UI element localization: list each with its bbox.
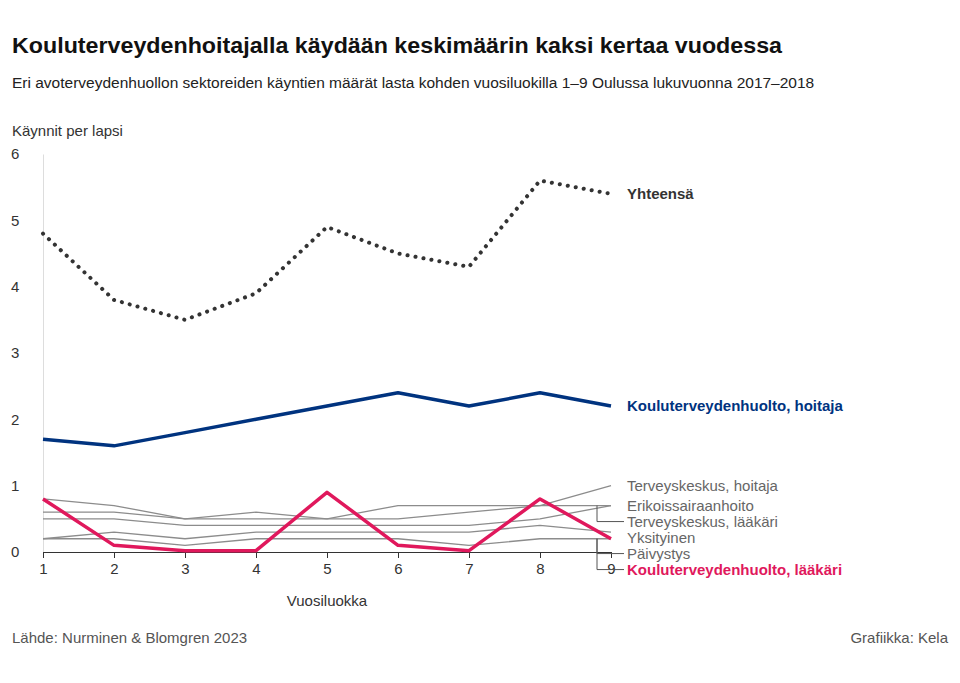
leader-line xyxy=(597,539,624,570)
series-line xyxy=(43,492,611,550)
series-labels: Yhteensä Kouluterveydenhuolto, hoitaja Ter… xyxy=(597,185,844,578)
series-line xyxy=(43,181,611,320)
x-tick-label: 1 xyxy=(39,560,47,577)
x-tick-label: 7 xyxy=(465,560,473,577)
x-tick-mark xyxy=(114,552,115,558)
y-tick-label: 4 xyxy=(11,278,19,295)
x-tick-label: 3 xyxy=(181,560,189,577)
x-tick-mark xyxy=(185,552,186,558)
series-label: Kouluterveydenhuolto, lääkäri xyxy=(627,561,842,578)
x-tick: 5 xyxy=(323,552,331,577)
credit: Grafiikka: Kela xyxy=(850,629,948,646)
series-label: Terveyskeskus, lääkäri xyxy=(627,513,778,530)
chart: Kouluterveydenhoitajalla käydään keskimä… xyxy=(0,0,960,683)
x-tick-mark xyxy=(611,552,612,558)
x-tick-label: 2 xyxy=(110,560,118,577)
x-tick-mark xyxy=(256,552,257,558)
x-tick-mark xyxy=(43,552,44,558)
subtitle: Eri avoterveydenhuollon sektoreiden käyn… xyxy=(12,74,814,91)
y-tick: 4 xyxy=(11,278,23,295)
series-line xyxy=(43,393,611,446)
y-axis-line xyxy=(43,155,44,553)
y-tick: 1 xyxy=(11,477,23,494)
x-tick: 8 xyxy=(536,552,544,577)
series-label: Kouluterveydenhuolto, hoitaja xyxy=(627,397,844,414)
x-tick: 4 xyxy=(252,552,260,577)
x-tick: 3 xyxy=(181,552,189,577)
y-axis-title: Käynnit per lapsi xyxy=(12,122,123,139)
y-axis: 0 1 2 3 4 5 6 xyxy=(11,145,44,560)
source: Lähde: Nurminen & Blomgren 2023 xyxy=(12,629,247,646)
x-tick: 6 xyxy=(394,552,402,577)
y-tick: 3 xyxy=(11,344,23,361)
y-tick-label: 0 xyxy=(11,543,19,560)
x-tick-mark xyxy=(469,552,470,558)
x-tick: 2 xyxy=(110,552,118,577)
leader-line xyxy=(597,539,624,554)
x-axis-title: Vuosiluokka xyxy=(287,592,368,609)
x-tick-label: 4 xyxy=(252,560,260,577)
leader-line xyxy=(597,506,624,522)
x-tick-label: 8 xyxy=(536,560,544,577)
y-tick-label: 1 xyxy=(11,477,19,494)
x-tick: 1 xyxy=(39,552,47,577)
series-line xyxy=(43,525,611,538)
series-line xyxy=(43,539,611,546)
y-tick: 2 xyxy=(11,411,23,428)
x-tick-label: 6 xyxy=(394,560,402,577)
x-tick-label: 9 xyxy=(607,560,615,577)
title: Kouluterveydenhoitajalla käydään keskimä… xyxy=(12,33,783,58)
y-tick-label: 5 xyxy=(11,212,19,229)
lines xyxy=(43,181,611,551)
y-tick: 5 xyxy=(11,212,23,229)
series-label: Terveyskeskus, hoitaja xyxy=(627,477,779,494)
y-tick-label: 2 xyxy=(11,411,19,428)
y-tick: 6 xyxy=(11,145,23,162)
x-tick-mark xyxy=(398,552,399,558)
x-tick: 9 xyxy=(607,552,615,577)
x-tick-label: 5 xyxy=(323,560,331,577)
x-tick: 7 xyxy=(465,552,473,577)
x-tick-mark xyxy=(327,552,328,558)
y-tick-label: 3 xyxy=(11,344,19,361)
y-tick-label: 6 xyxy=(11,145,19,162)
series-label: Yksityinen xyxy=(627,529,695,546)
y-tick: 0 xyxy=(11,543,23,560)
x-axis: 1 2 3 4 5 6 7 8 9 xyxy=(39,552,615,577)
x-tick-mark xyxy=(540,552,541,558)
series-label: Yhteensä xyxy=(627,185,694,202)
series-label: Erikoissairaanhoito xyxy=(627,497,754,514)
series-label: Päivystys xyxy=(627,545,690,562)
